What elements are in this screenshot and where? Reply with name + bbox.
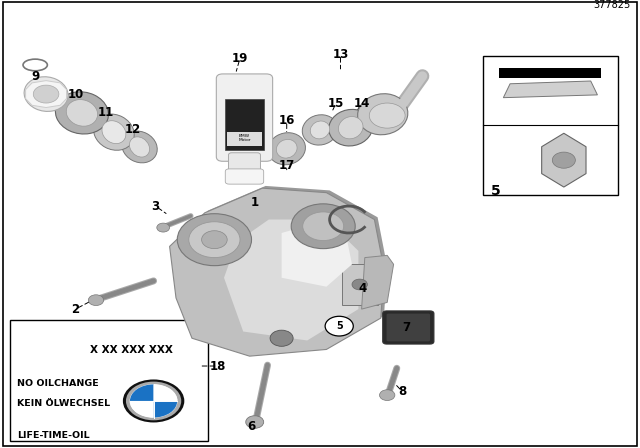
Circle shape [291, 204, 355, 249]
Text: 15: 15 [328, 96, 344, 110]
Text: 17: 17 [278, 159, 295, 172]
Ellipse shape [276, 139, 297, 158]
FancyBboxPatch shape [499, 69, 602, 78]
Circle shape [88, 295, 104, 306]
Ellipse shape [67, 99, 97, 126]
Polygon shape [282, 224, 352, 287]
Circle shape [380, 390, 395, 401]
FancyBboxPatch shape [10, 320, 208, 441]
Ellipse shape [122, 131, 157, 163]
Polygon shape [362, 255, 394, 309]
Ellipse shape [310, 121, 330, 139]
Circle shape [33, 85, 59, 103]
Text: X XX XXX XXX: X XX XXX XXX [90, 345, 172, 355]
FancyBboxPatch shape [216, 74, 273, 161]
Circle shape [123, 379, 184, 422]
Wedge shape [154, 401, 177, 418]
Text: 13: 13 [332, 48, 349, 61]
Text: NO OILCHANGE: NO OILCHANGE [17, 379, 99, 388]
Text: 3: 3 [152, 199, 159, 213]
Ellipse shape [358, 94, 408, 135]
Text: KEIN ÖLWECHSEL: KEIN ÖLWECHSEL [17, 399, 111, 408]
Text: 2: 2 [72, 302, 79, 316]
Ellipse shape [302, 115, 338, 145]
FancyBboxPatch shape [225, 169, 264, 184]
Text: 1: 1 [251, 196, 259, 209]
Circle shape [130, 384, 177, 418]
Polygon shape [170, 188, 384, 356]
Text: 16: 16 [278, 114, 295, 128]
Ellipse shape [24, 77, 68, 112]
Wedge shape [130, 401, 154, 418]
Polygon shape [504, 81, 598, 98]
Ellipse shape [56, 92, 108, 134]
Circle shape [352, 279, 367, 290]
Text: 14: 14 [353, 96, 370, 110]
Circle shape [303, 212, 344, 241]
Circle shape [157, 223, 170, 232]
Ellipse shape [102, 121, 126, 144]
FancyBboxPatch shape [3, 2, 637, 446]
FancyBboxPatch shape [483, 56, 618, 195]
Circle shape [325, 316, 353, 336]
FancyBboxPatch shape [387, 314, 430, 341]
Circle shape [126, 382, 181, 420]
Text: 5: 5 [491, 184, 500, 198]
Ellipse shape [268, 133, 305, 165]
Text: 8: 8 [398, 384, 406, 398]
Circle shape [246, 416, 264, 428]
Wedge shape [130, 384, 154, 401]
Circle shape [369, 103, 405, 128]
Text: LIFE-TIME-OIL: LIFE-TIME-OIL [17, 431, 90, 440]
Text: 377825: 377825 [593, 0, 630, 10]
Circle shape [552, 152, 575, 168]
Ellipse shape [339, 116, 363, 139]
Polygon shape [173, 186, 387, 354]
Ellipse shape [329, 109, 372, 146]
FancyBboxPatch shape [225, 99, 264, 150]
Text: 12: 12 [125, 122, 141, 136]
Polygon shape [541, 134, 586, 187]
FancyBboxPatch shape [383, 311, 434, 344]
Circle shape [177, 214, 252, 266]
Ellipse shape [93, 114, 134, 150]
Circle shape [202, 231, 227, 249]
FancyBboxPatch shape [227, 132, 262, 146]
Text: 7: 7 [403, 320, 410, 334]
Text: 10: 10 [67, 87, 84, 101]
Polygon shape [342, 264, 378, 305]
Text: 6: 6 [248, 420, 255, 433]
Circle shape [270, 330, 293, 346]
Text: 18: 18 [209, 359, 226, 373]
Text: 5: 5 [336, 321, 342, 331]
Text: 4: 4 [359, 282, 367, 296]
Text: 11: 11 [98, 105, 115, 119]
Circle shape [189, 222, 240, 258]
Ellipse shape [129, 137, 150, 157]
Text: 9: 9 [31, 69, 39, 83]
Text: 19: 19 [232, 52, 248, 65]
Polygon shape [224, 220, 358, 340]
FancyBboxPatch shape [228, 153, 260, 176]
Wedge shape [154, 384, 177, 401]
Polygon shape [26, 81, 67, 108]
Text: BMW
Motor: BMW Motor [238, 134, 251, 142]
